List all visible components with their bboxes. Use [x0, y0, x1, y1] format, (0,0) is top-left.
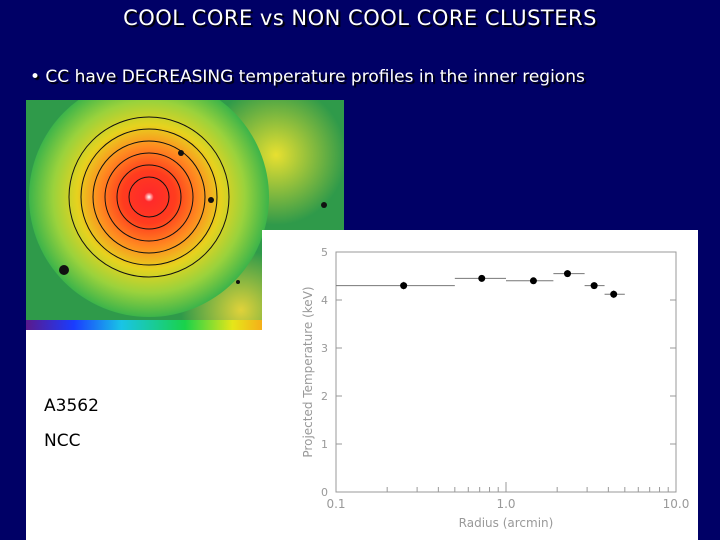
label-panel [26, 342, 262, 540]
bullet-text: • CC have DECREASING temperature profile… [30, 67, 585, 87]
x-tick-label: 0.1 [326, 497, 345, 511]
data-point [400, 282, 408, 290]
plot-frame [335, 251, 677, 493]
data-point [529, 277, 537, 285]
temperature-profile-chart: Projected Temperature (keV) Radius (arcm… [262, 230, 698, 540]
temperature-profile-plot: Projected Temperature (keV) Radius (arcm… [301, 246, 690, 530]
cluster-label-a3562: A3562 [44, 396, 99, 416]
y-tick-label: 0 [321, 486, 328, 499]
x-tick-label: 1.0 [496, 497, 515, 511]
data-point [590, 282, 598, 290]
y-tick-label: 3 [321, 342, 328, 355]
y-tick-label: 2 [321, 390, 328, 403]
data-point [610, 290, 618, 298]
xray-cluster-image [26, 100, 344, 342]
y-tick-label: 5 [321, 246, 328, 259]
data-point [563, 270, 571, 278]
x-tick-label: 10.0 [663, 497, 690, 511]
slide-title: COOL CORE vs NON COOL CORE CLUSTERS [123, 6, 597, 30]
y-tick-label: 4 [321, 294, 328, 307]
x-axis-label: Radius (arcmin) [459, 516, 554, 530]
xray-cluster-map-icon [26, 100, 344, 342]
y-axis-label: Projected Temperature (keV) [301, 286, 315, 457]
y-tick-label: 1 [321, 438, 328, 451]
data-point [478, 274, 486, 282]
cluster-label-ncc: NCC [44, 431, 81, 451]
